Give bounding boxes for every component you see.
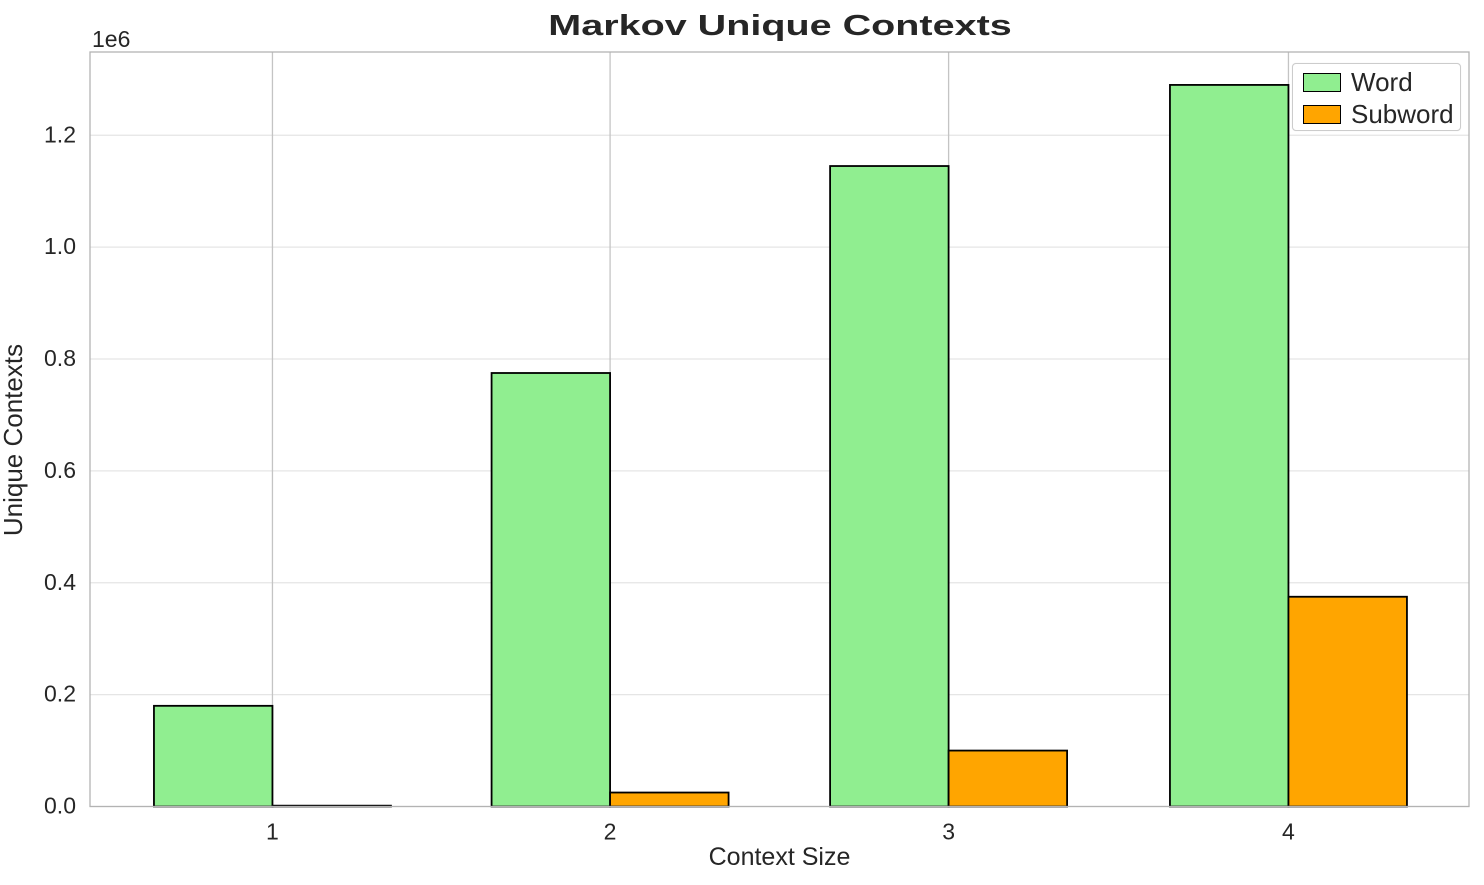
svg-text:1.0: 1.0 [44, 233, 76, 259]
svg-text:3: 3 [942, 819, 955, 845]
svg-text:2: 2 [604, 819, 617, 845]
svg-text:0.4: 0.4 [44, 569, 76, 595]
svg-text:1.2: 1.2 [44, 121, 76, 147]
svg-text:4: 4 [1282, 819, 1295, 845]
svg-text:0.8: 0.8 [44, 345, 76, 371]
svg-text:1: 1 [266, 819, 279, 845]
svg-text:0.2: 0.2 [44, 681, 76, 707]
svg-text:0.0: 0.0 [44, 793, 76, 819]
svg-text:0.6: 0.6 [44, 457, 76, 483]
